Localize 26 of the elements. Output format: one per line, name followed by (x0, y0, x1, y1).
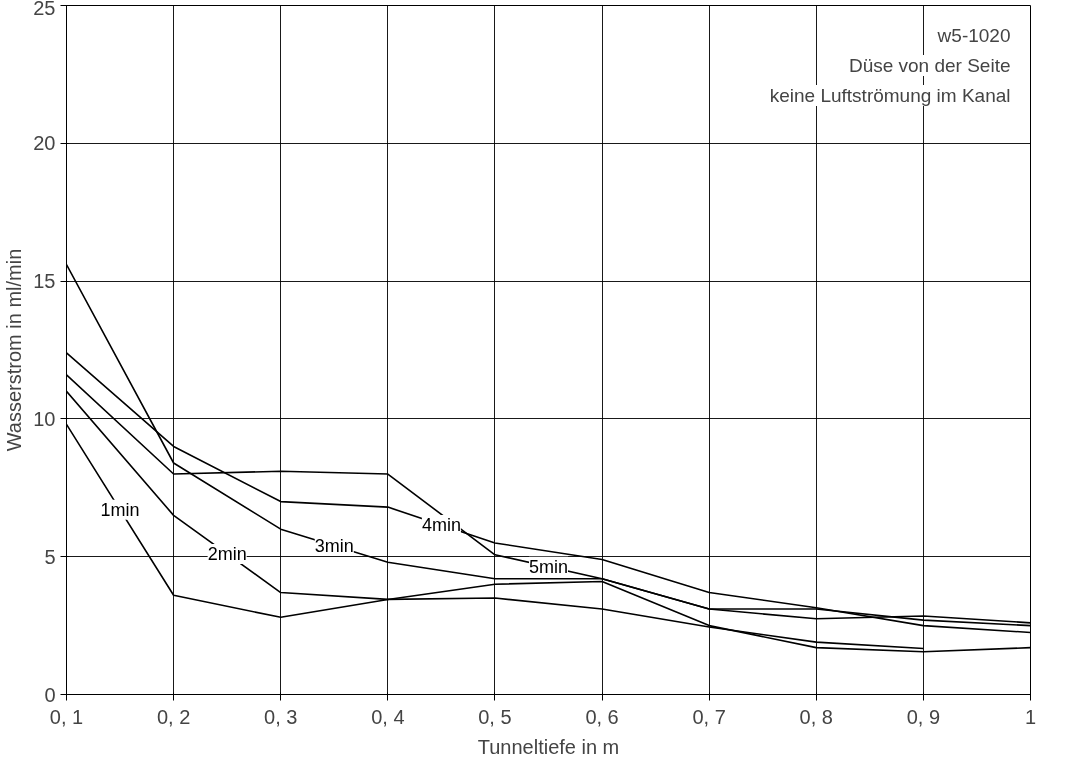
x-tick-label: 0, 2 (156, 705, 191, 728)
x-tick-label: 0, 9 (906, 705, 941, 728)
series-label: 1min (100, 499, 140, 520)
y-tick-label: 20 (33, 132, 56, 155)
series-label: 2min (207, 543, 247, 564)
y-tick-label: 25 (33, 0, 56, 19)
series-label: 5min (528, 556, 569, 577)
x-tick-label: 0, 6 (585, 705, 619, 728)
x-tick-label: 1 (1024, 705, 1037, 728)
annotation: Düse von der Seite (848, 55, 1011, 76)
series-label: 4min (421, 515, 461, 536)
y-axis-title: Wasserstrom in ml/min (3, 248, 26, 452)
y-tick-label: 15 (33, 270, 56, 293)
y-tick-label: 10 (33, 407, 56, 430)
x-tick-label: 0, 7 (692, 705, 726, 728)
x-axis-title: Tunneltiefe in m (477, 735, 620, 758)
x-tick-label: 0, 5 (478, 705, 512, 728)
x-tick-label: 0, 4 (371, 705, 405, 728)
series-label: 3min (314, 535, 354, 556)
x-tick-label: 0, 3 (264, 705, 298, 728)
y-tick-label: 5 (44, 545, 56, 568)
x-tick-label: 0, 8 (799, 705, 833, 728)
annotation: w5-1020 (936, 25, 1011, 46)
annotation: keine Luftströmung im Kanal (769, 85, 1011, 106)
y-tick-label: 0 (44, 683, 56, 706)
x-tick-label: 0, 1 (49, 705, 84, 728)
